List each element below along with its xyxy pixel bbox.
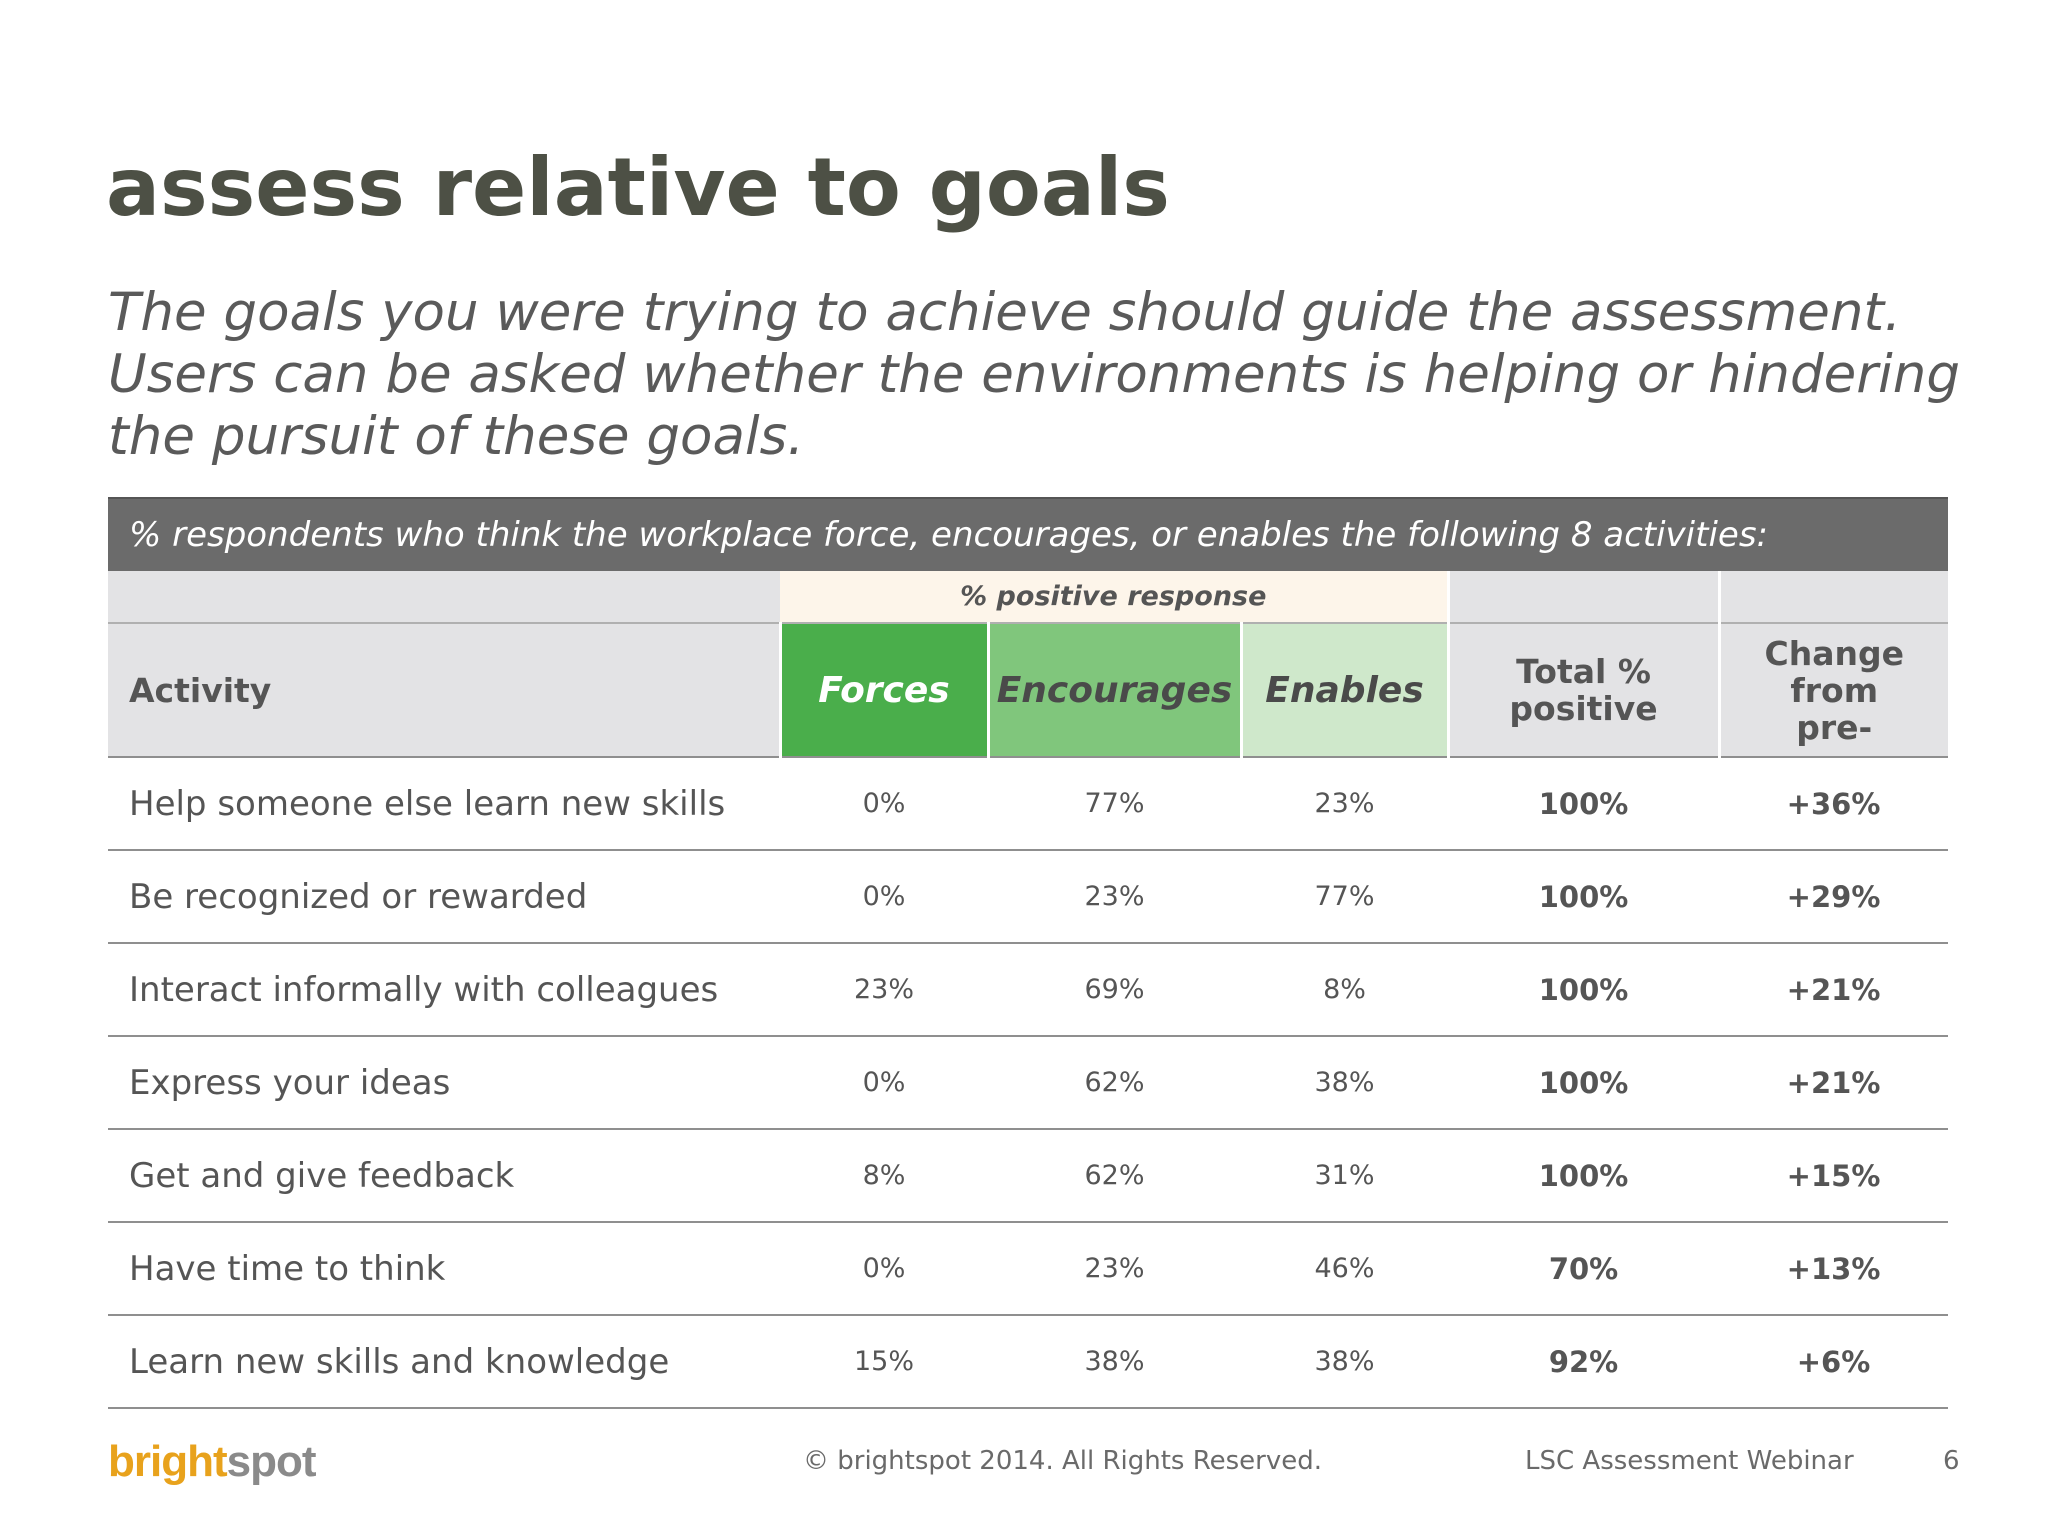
column-header-forces: Forces (778, 623, 988, 758)
page-number: 6 (1943, 1446, 1960, 1476)
total-cell: 100% (1448, 1129, 1720, 1223)
subtitle-line: the pursuit of these goals. (108, 406, 805, 467)
change-cell: +36% (1719, 757, 1949, 851)
change-cell: +13% (1719, 1222, 1949, 1316)
change-cell: +21% (1719, 1036, 1949, 1130)
activity-cell: Get and give feedback (108, 1129, 780, 1223)
forces-cell: 8% (780, 1129, 988, 1223)
column-header-change-text: Change from pre- (1764, 633, 1905, 747)
forces-cell: 0% (780, 757, 988, 851)
column-header-enables: Enables (1239, 623, 1450, 758)
forces-cell: 0% (780, 1222, 988, 1316)
total-cell: 92% (1448, 1315, 1720, 1409)
encourages-cell: 62% (988, 1129, 1241, 1223)
enables-cell: 31% (1241, 1129, 1449, 1223)
enables-cell: 23% (1241, 757, 1449, 851)
table-row: Help someone else learn new skills 0% 77% 2… (108, 757, 1949, 851)
logo-spot-text: spot (226, 1437, 317, 1486)
subtitle-line: Users can be asked whether the environme… (108, 344, 1960, 405)
enables-cell: 38% (1241, 1315, 1449, 1409)
enables-cell: 8% (1241, 943, 1449, 1037)
subtitle-line: The goals you were trying to achieve sho… (108, 282, 1902, 343)
table-caption-band: % respondents who think the workplace fo… (108, 497, 1948, 571)
table-body: Help someone else learn new skills 0% 77% 2… (108, 757, 1949, 1409)
encourages-cell: 38% (988, 1315, 1241, 1409)
total-cell: 100% (1448, 757, 1720, 851)
table-row: Get and give feedback 8% 62% 31% 100% +15% (108, 1129, 1949, 1223)
event-name: LSC Assessment Webinar (1525, 1446, 1854, 1476)
total-cell: 70% (1448, 1222, 1720, 1316)
forces-cell: 0% (780, 1036, 988, 1130)
change-cell: +21% (1719, 943, 1949, 1037)
encourages-cell: 77% (988, 757, 1241, 851)
activity-cell: Express your ideas (108, 1036, 780, 1130)
slide-subtitle: The goals you were trying to achieve sho… (108, 282, 2008, 468)
logo-bright-text: bright (108, 1437, 228, 1486)
total-cell: 100% (1448, 943, 1720, 1037)
total-cell: 100% (1448, 1036, 1720, 1130)
column-header-row: Activity Forces Encourages Enables Total… (108, 623, 1949, 758)
change-cell: +15% (1719, 1129, 1949, 1223)
group-header-spacer (108, 571, 780, 624)
activity-cell: Learn new skills and knowledge (108, 1315, 780, 1409)
enables-cell: 77% (1241, 850, 1449, 944)
copyright-text: © brightspot 2014. All Rights Reserved. (803, 1446, 1323, 1476)
forces-cell: 15% (780, 1315, 988, 1409)
change-cell: +29% (1719, 850, 1949, 944)
activity-cell: Have time to think (108, 1222, 780, 1316)
activity-cell: Be recognized or rewarded (108, 850, 780, 944)
group-header-row: % positive response (108, 571, 1949, 624)
table-row: Have time to think 0% 23% 46% 70% +13% (108, 1222, 1949, 1316)
column-header-total-text: Total % positive (1509, 652, 1658, 728)
column-header-encourages: Encourages (986, 623, 1241, 758)
table-row: Interact informally with colleagues 23% 69… (108, 943, 1949, 1037)
activity-table: % respondents who think the workplace fo… (108, 497, 1949, 1409)
column-header-change: Change from pre- (1719, 623, 1949, 758)
total-cell: 100% (1448, 850, 1720, 944)
group-header-spacer (1446, 571, 1720, 624)
table-row: Learn new skills and knowledge 15% 38% 38% 9… (108, 1315, 1949, 1409)
change-cell: +6% (1719, 1315, 1949, 1409)
column-header-activity: Activity (108, 623, 780, 758)
activity-cell: Interact informally with colleagues (108, 943, 780, 1037)
encourages-cell: 23% (988, 850, 1241, 944)
enables-cell: 38% (1241, 1036, 1449, 1130)
results-table: % positive response Activity Forces Enco… (108, 571, 1949, 1409)
activity-cell: Help someone else learn new skills (108, 757, 780, 851)
group-header-spacer (1717, 571, 1949, 624)
slide-title: assess relative to goals (106, 141, 1170, 234)
encourages-cell: 62% (988, 1036, 1241, 1130)
enables-cell: 46% (1241, 1222, 1449, 1316)
table-row: Be recognized or rewarded 0% 23% 77% 100% +29… (108, 850, 1949, 944)
forces-cell: 23% (780, 943, 988, 1037)
encourages-cell: 23% (988, 1222, 1241, 1316)
table-row: Express your ideas 0% 62% 38% 100% +21% (108, 1036, 1949, 1130)
forces-cell: 0% (780, 850, 988, 944)
positive-response-header: % positive response (780, 571, 1449, 624)
brightspot-logo: brightspot (108, 1437, 317, 1487)
encourages-cell: 69% (988, 943, 1241, 1037)
column-header-total: Total % positive (1448, 623, 1721, 758)
